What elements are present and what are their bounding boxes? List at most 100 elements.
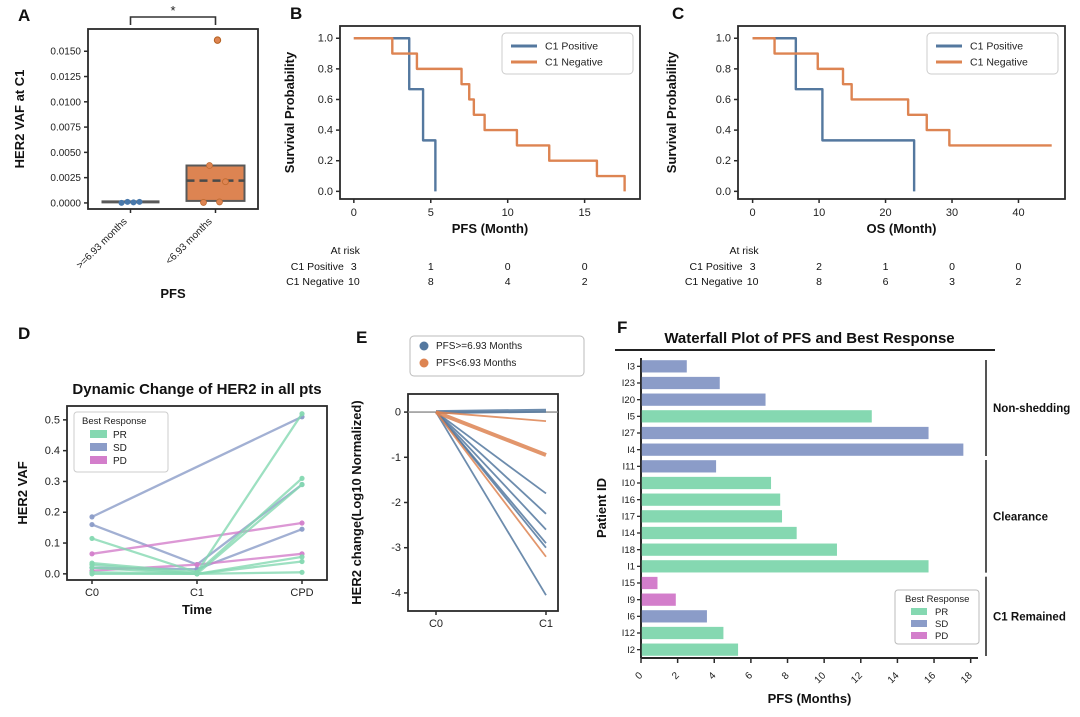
y-axis-label: HER2 VAF (15, 461, 30, 524)
at-risk-count: 0 (1016, 261, 1022, 273)
panel-d-label: D (18, 324, 31, 343)
y-tick-label: 0.0150 (50, 47, 81, 58)
slope-line-ge (435, 411, 547, 515)
at-risk-count: 1 (883, 261, 889, 273)
at-risk-count: 10 (747, 276, 759, 288)
patient-id-label: I5 (627, 412, 635, 423)
panel-c-label: C (672, 4, 685, 23)
x-axis-label: Time (182, 602, 212, 617)
bar-I4 (641, 443, 964, 456)
legend-label: C1 Negative (970, 57, 1028, 69)
bar-I6 (641, 610, 707, 623)
patient-id-label: I9 (627, 595, 635, 606)
x-axis-label: PFS (Month) (452, 221, 529, 236)
y-tick-label: 0.5 (45, 414, 60, 426)
series-line-sd (91, 483, 303, 566)
plot-border (737, 25, 1066, 200)
legend-swatch (911, 608, 927, 615)
km-curve-c1-negative (752, 37, 1052, 147)
legend-label: PR (935, 607, 948, 618)
y-tick-label: 0.6 (716, 94, 731, 106)
at-risk-count: 3 (949, 276, 955, 288)
legend-label: PFS<6.93 Months (436, 358, 516, 369)
legend-label: C1 Positive (545, 41, 598, 53)
bar-I15 (641, 576, 658, 590)
x-tick-label: 18 (959, 670, 975, 686)
legend-swatch (911, 620, 927, 627)
y-tick-label: -2 (391, 497, 401, 509)
patient-id-label: I20 (622, 395, 635, 406)
bar-I9 (641, 593, 676, 606)
bar-I5 (641, 410, 872, 423)
plot-border (87, 28, 259, 210)
y-axis-label: Patient ID (594, 478, 609, 538)
y-tick-label: 0.0050 (50, 148, 81, 159)
x-tick-label: 10 (502, 207, 514, 219)
panel-f: F Waterfall Plot of PFS and Best Respons… (594, 318, 1080, 717)
patient-id-label: I16 (622, 495, 635, 506)
bar-I16 (641, 493, 781, 506)
series-line-sd (91, 415, 303, 518)
panel-d: D Dynamic Change of HER2 in all pts 0.0 0.… (12, 318, 344, 618)
at-risk-count: 1 (428, 261, 434, 273)
series-point (299, 481, 305, 488)
bar-I2 (641, 643, 739, 656)
x-tick-label: 12 (849, 670, 865, 686)
y-tick-label: 0.8 (318, 63, 333, 75)
series-point (299, 475, 305, 481)
panel-f-label: F (617, 318, 628, 337)
patient-id-label: I6 (627, 612, 635, 623)
patient-id-label: I12 (622, 628, 635, 639)
at-risk-count: 4 (505, 276, 511, 288)
y-axis-label: HER2 VAF at C1 (12, 70, 27, 169)
panel-d-chart: Dynamic Change of HER2 in all pts 0.0 0.1 0… (15, 381, 328, 617)
y-tick-label: 0 (395, 407, 401, 419)
panel-e: E 0 -1 -2 -3 -4 C0 C1 PFS>=6.93 Months PFS<6.93 … (348, 316, 590, 666)
x-axis-label: OS (Month) (866, 221, 936, 236)
significance-bracket (129, 16, 217, 25)
legend-swatch (911, 632, 927, 639)
legend-label: C1 Positive (970, 41, 1023, 53)
series-point (299, 558, 305, 565)
panel-a-chart: 0.0000 0.0025 0.0050 0.0075 0.0100 0.0125 0.01… (12, 3, 259, 301)
legend-title: Best Response (905, 594, 969, 605)
panel-f-chart: Waterfall Plot of PFS and Best Response I… (594, 330, 1070, 706)
y-tick-label: -1 (391, 452, 401, 464)
legend-swatch (90, 443, 107, 451)
bar-I17 (641, 510, 783, 523)
data-point (136, 198, 143, 205)
data-point (118, 199, 125, 206)
legend-swatch (90, 456, 107, 464)
x-tick-label: C1 (190, 587, 204, 599)
bar-I12 (641, 626, 724, 640)
legend-dot (419, 358, 429, 368)
data-point (216, 198, 223, 206)
bar-I10 (641, 476, 772, 490)
y-tick-label: 0.0 (45, 568, 60, 580)
at-risk-count: 2 (582, 276, 588, 288)
x-axis-label: PFS (160, 286, 186, 301)
series-point (89, 535, 95, 542)
patient-id-label: I3 (627, 362, 635, 373)
series-point (89, 551, 95, 557)
series-point (299, 526, 305, 532)
km-curve-c1-positive (752, 37, 916, 192)
series-point (89, 571, 95, 577)
y-axis-label: Survival Probability (664, 51, 679, 173)
x-tick-label: <6.93 months (164, 216, 215, 267)
at-risk-count: 8 (816, 276, 822, 288)
x-tick-label: 6 (743, 670, 755, 682)
bar-I3 (641, 360, 687, 373)
bar-I11 (641, 460, 717, 473)
legend-label: SD (935, 619, 948, 630)
x-tick-label: 2 (670, 670, 682, 682)
y-tick-label: 0.8 (716, 63, 731, 75)
panel-e-label: E (356, 328, 368, 347)
legend-box (926, 32, 1059, 75)
y-tick-label: -3 (391, 542, 401, 554)
x-tick-label: 0 (633, 670, 645, 682)
series-point (299, 411, 305, 417)
x-tick-label: 10 (813, 670, 829, 686)
y-tick-label: 0.0 (716, 186, 731, 198)
